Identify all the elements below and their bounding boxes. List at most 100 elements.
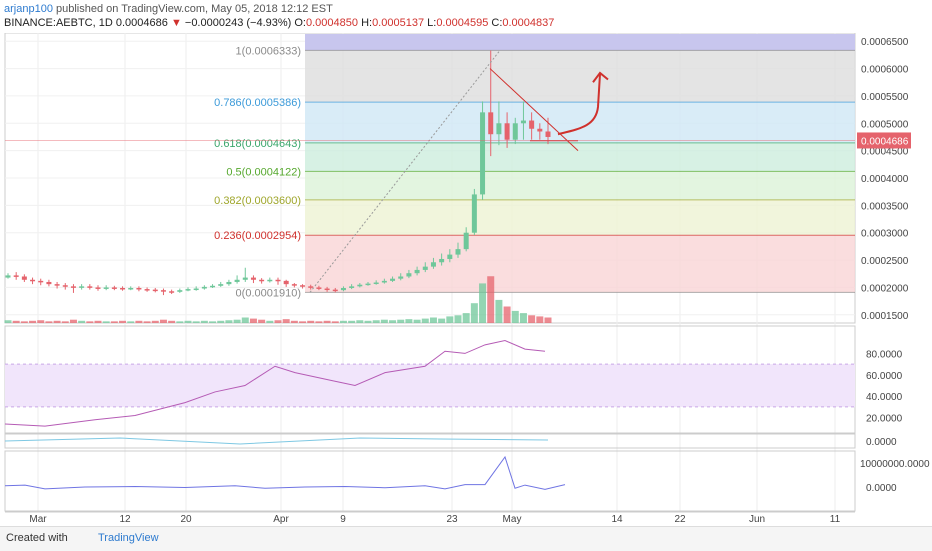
candle-body: [160, 290, 166, 292]
drawings: [309, 50, 609, 293]
fib-level-label: 0(0.0001910): [236, 287, 301, 299]
volume-bar: [299, 321, 307, 323]
candle-body: [79, 286, 85, 288]
obv-tick-label: 0.0000: [866, 483, 897, 494]
volume-bar: [454, 315, 462, 323]
price-tick-label: 0.0005000: [861, 119, 909, 130]
low-label: L:: [427, 17, 437, 29]
rsi-tick-label: 20.0000: [866, 414, 903, 425]
fib-zone: [305, 235, 855, 293]
last-price-badge: [857, 132, 911, 149]
candle-body: [201, 286, 207, 289]
forecast-arrow-path: [557, 73, 601, 136]
candle-body: [169, 291, 175, 293]
candle-body: [226, 281, 232, 285]
volume-bar: [413, 319, 421, 323]
time-tick-label: Mar: [29, 514, 47, 525]
candle-body: [365, 283, 371, 286]
volume-bar: [110, 321, 118, 323]
candle-body: [283, 280, 289, 285]
last-price: 0.0004686: [115, 17, 168, 29]
candle-body: [95, 287, 101, 289]
volume-bar: [323, 320, 331, 323]
volume-bar: [528, 315, 536, 323]
volume-bar: [364, 320, 372, 323]
publish-info: arjanp100 published on TradingView.com, …: [4, 3, 333, 15]
volume-bar: [249, 318, 257, 323]
fib-level-label: 0.618(0.0004643): [214, 138, 301, 150]
volume-bar: [282, 319, 290, 323]
volume-bar: [200, 320, 208, 323]
candle-body: [54, 284, 60, 286]
rsi-tick-label: 80.0000: [866, 349, 903, 360]
volume-bar: [209, 321, 217, 323]
mid-indicator-line: [4, 437, 549, 445]
candle-body: [324, 288, 330, 291]
volume-bar: [503, 306, 511, 323]
candle-body: [520, 120, 526, 124]
volume-bar: [151, 320, 159, 323]
candle-body: [308, 286, 314, 288]
candle-body: [447, 254, 453, 259]
close-value: 0.0004837: [502, 17, 555, 29]
volume-bar: [159, 319, 167, 323]
volume-bar: [421, 318, 429, 323]
candle-body: [242, 277, 248, 280]
time-tick-label: May: [503, 514, 522, 525]
volume-bar: [217, 320, 225, 323]
fib-zone: [305, 199, 855, 236]
volume-bar: [389, 320, 397, 323]
volume-bar: [184, 320, 192, 323]
candle-body: [504, 123, 510, 140]
author-link[interactable]: arjanp100: [4, 3, 53, 15]
volume-bar: [61, 321, 69, 323]
obv-pane-frame: [4, 450, 856, 512]
obv-pane: 10000000.0000 0.0000: [4, 450, 930, 512]
open-label: O:: [294, 17, 306, 29]
fib-zone: [305, 142, 855, 172]
candle-body: [128, 287, 134, 290]
tradingview-logo[interactable]: TradingView: [98, 532, 159, 544]
time-axis: Mar 12 20 Apr 9 23 May 14 22 Jun 11: [5, 511, 855, 525]
volume-bar: [102, 321, 110, 323]
obv-tick-label: 10000000.0000: [860, 459, 930, 470]
candle-body: [259, 279, 265, 282]
volume-bar: [168, 320, 176, 323]
candle-body: [439, 258, 445, 263]
footer: Created with TradingView: [0, 526, 932, 551]
candle-body: [267, 279, 273, 282]
published-text: published on TradingView.com, May 05, 20…: [56, 3, 333, 15]
candle-body: [250, 277, 256, 280]
volume-bars: [4, 276, 552, 323]
candle-body: [30, 279, 36, 282]
fib-zone: [305, 171, 855, 200]
close-label: C:: [491, 17, 503, 29]
candle-body: [537, 128, 543, 132]
volume-bar: [176, 321, 184, 323]
volume-bar: [380, 319, 388, 323]
volume-bar: [519, 313, 527, 323]
volume-bar: [143, 321, 151, 323]
fib-level-label: 1(0.0006333): [236, 45, 301, 57]
rsi-tick-label: 60.0000: [866, 371, 903, 382]
fib-level-label: 0.5(0.0004122): [226, 166, 301, 178]
fib-level-label: 0.236(0.0002954): [214, 230, 301, 242]
high-label: H:: [361, 17, 373, 29]
candle-body: [529, 120, 535, 129]
price-chart[interactable]: 1(0.0006333) 0.786(0.0005386) 0.618(0.0004…: [0, 33, 932, 525]
down-arrow-icon: ▼: [170, 17, 182, 29]
candle-body: [13, 275, 19, 277]
candle-body: [46, 281, 52, 285]
time-tick-label: 12: [119, 514, 131, 525]
open-value: 0.0004850: [306, 17, 358, 29]
volume-bar: [544, 317, 552, 323]
price-tick-label: 0.0002500: [861, 256, 909, 267]
mid-tick-label: 0.0000: [866, 437, 897, 448]
volume-bar: [405, 319, 413, 323]
candle-body: [455, 249, 461, 255]
candle-body: [332, 289, 338, 292]
volume-bar: [429, 317, 437, 323]
candle-body: [357, 284, 363, 287]
volume-bar: [45, 321, 53, 323]
volume-bar: [470, 303, 478, 323]
